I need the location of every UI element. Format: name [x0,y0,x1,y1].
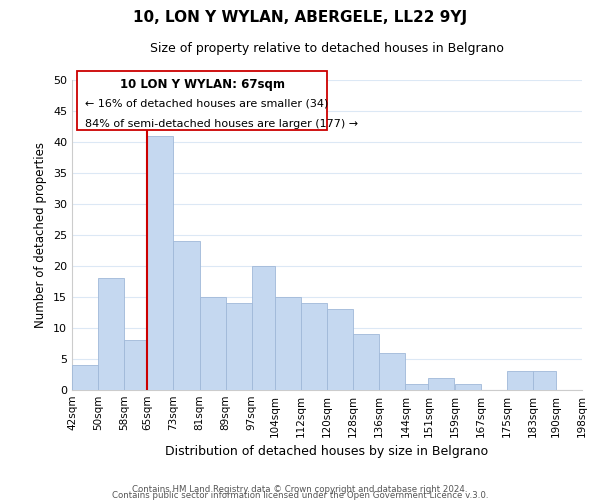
Bar [200,297,226,390]
Bar [77,70,327,130]
Text: ← 16% of detached houses are smaller (34): ← 16% of detached houses are smaller (34… [85,98,328,108]
Text: 84% of semi-detached houses are larger (177) →: 84% of semi-detached houses are larger (… [85,118,358,128]
Bar [173,241,200,390]
Bar [455,384,481,390]
Bar [98,278,124,390]
Bar [533,372,556,390]
Y-axis label: Number of detached properties: Number of detached properties [34,142,47,328]
Bar [353,334,379,390]
Title: Size of property relative to detached houses in Belgrano: Size of property relative to detached ho… [150,42,504,55]
Bar [72,365,98,390]
Bar [301,303,327,390]
Bar [124,340,147,390]
Bar [252,266,275,390]
Text: 10, LON Y WYLAN, ABERGELE, LL22 9YJ: 10, LON Y WYLAN, ABERGELE, LL22 9YJ [133,10,467,25]
Text: Contains HM Land Registry data © Crown copyright and database right 2024.: Contains HM Land Registry data © Crown c… [132,484,468,494]
Bar [226,303,252,390]
Text: 10 LON Y WYLAN: 67sqm: 10 LON Y WYLAN: 67sqm [119,78,284,92]
Bar [275,297,301,390]
Bar [147,136,173,390]
Bar [379,353,406,390]
Text: Contains public sector information licensed under the Open Government Licence v.: Contains public sector information licen… [112,490,488,500]
Bar [327,310,353,390]
Bar [507,372,533,390]
Bar [406,384,428,390]
Bar [428,378,455,390]
X-axis label: Distribution of detached houses by size in Belgrano: Distribution of detached houses by size … [166,446,488,458]
